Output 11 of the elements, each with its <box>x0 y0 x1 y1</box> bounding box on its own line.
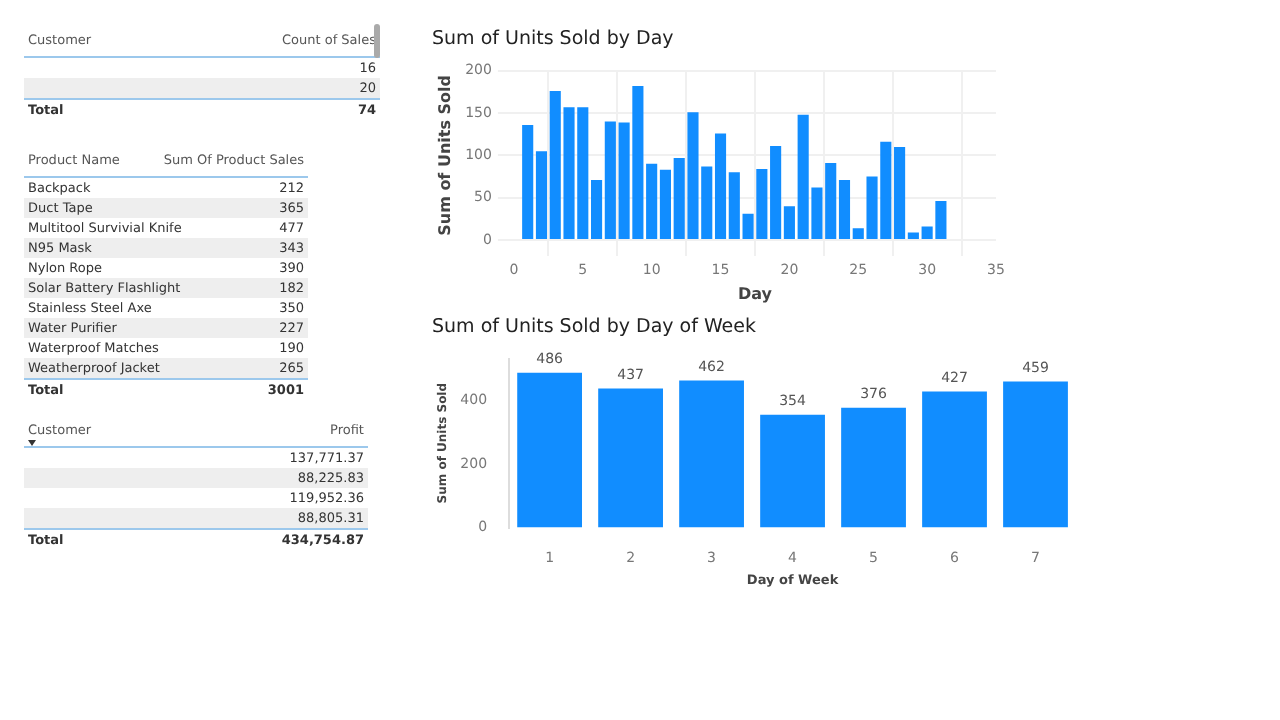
bar <box>760 414 825 528</box>
bar <box>922 391 987 528</box>
x-axis-title: Day <box>737 284 774 303</box>
bar <box>517 372 583 528</box>
chart-title: Sum of Units Sold by Day of Week <box>432 316 757 339</box>
y-axis-title: Sum of Units Sold <box>435 74 454 236</box>
bar <box>1003 381 1068 528</box>
bar <box>598 388 663 528</box>
bar <box>841 407 906 528</box>
chart-title: Sum of Units Sold by Day <box>432 28 675 51</box>
bar <box>679 380 744 528</box>
